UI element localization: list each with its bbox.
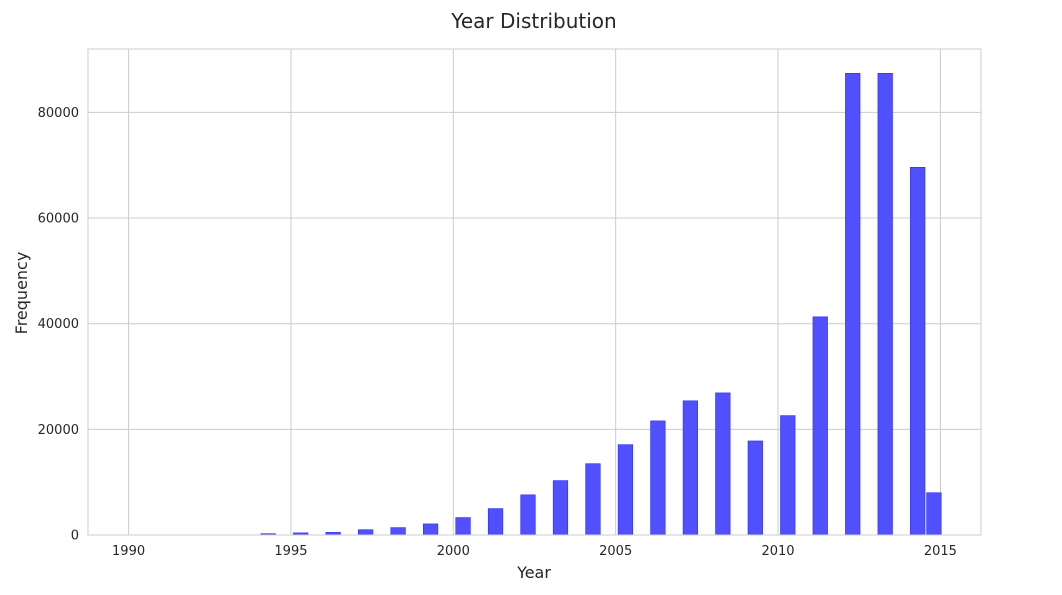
histogram-bar [780,415,796,536]
histogram-bar [845,73,861,536]
histogram-bar [682,400,698,536]
histogram-bar [715,392,731,536]
y-axis-ticks: 0 20000 40000 60000 80000 [38,106,79,544]
histogram-bar [926,492,942,536]
histogram-bar [585,463,601,536]
x-tick-label: 2015 [924,544,957,559]
x-axis-title: Year [516,563,551,582]
x-tick-label: 2005 [599,544,632,559]
histogram-bar [552,480,569,536]
x-tick-label: 1995 [274,544,307,559]
y-tick-label: 60000 [38,212,79,227]
histogram-bar [390,527,406,536]
histogram-bar [487,508,504,536]
histogram-bar [520,494,536,536]
histogram-bar [747,440,763,536]
y-tick-label: 20000 [38,423,79,438]
histogram-bar [422,523,439,536]
x-tick-label: 1990 [112,544,145,559]
histogram-bar [358,529,374,536]
x-tick-label: 2010 [761,544,794,559]
y-tick-label: 80000 [38,106,79,121]
y-tick-label: 40000 [38,317,79,332]
histogram-bar [812,316,828,536]
chart-title: Year Distribution [450,9,616,33]
histogram-bar [910,167,926,536]
plot-frame [87,48,982,536]
x-axis-ticks: 1990 1995 2000 2005 2010 2015 [112,544,957,559]
histogram-bar [455,517,471,536]
x-tick-label: 2000 [437,544,470,559]
histogram-bar [650,420,666,536]
histogram-bar [877,73,893,536]
bar-layer [260,73,942,536]
histogram-bar [617,444,634,536]
y-tick-label: 0 [71,529,79,544]
y-axis-title: Frequency [12,252,31,335]
